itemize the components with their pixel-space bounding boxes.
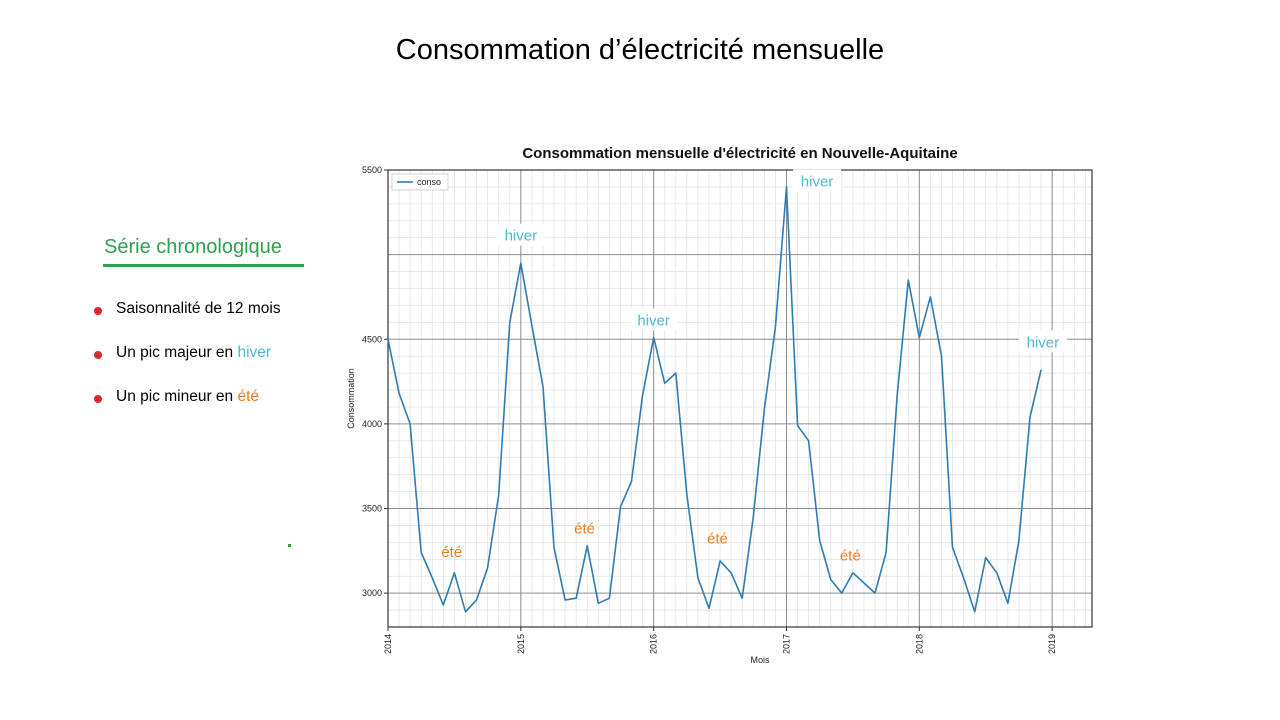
annotation-hiver: hiver	[1027, 334, 1060, 351]
y-tick-label: 3000	[362, 588, 382, 598]
y-axis-label: Consommation	[346, 368, 356, 429]
x-tick-label: 2017	[781, 634, 791, 654]
bullet-text: Saisonnalité de 12 mois	[116, 300, 281, 317]
annotation-ete: été	[574, 521, 595, 538]
annotation-hiver: hiver	[637, 312, 670, 329]
x-tick-label: 2018	[914, 634, 924, 654]
annotation-background	[1018, 330, 1067, 353]
y-tick-label: 4000	[362, 419, 382, 429]
x-tick-label: 2019	[1047, 634, 1057, 654]
annotation-hiver: hiver	[505, 228, 538, 245]
annotation-ete: été	[707, 531, 728, 548]
sidebar-heading: Série chronologique	[104, 236, 282, 258]
x-tick-label: 2016	[649, 634, 659, 654]
x-tick-label: 2014	[383, 634, 393, 654]
chart-title: Consommation mensuelle d'électricité en …	[522, 145, 957, 162]
bullet-minor-peak: Un pic mineur en été	[92, 388, 281, 432]
line-chart: 3000 3500 4000 4500 5500 2014 2015 2016 2017 2018…	[346, 145, 1093, 665]
annotation-background	[629, 308, 678, 331]
annotation-hiver: hiver	[801, 174, 834, 191]
legend-box	[391, 173, 449, 191]
x-tick-label: 2015	[516, 634, 526, 654]
bullet-dot-icon	[94, 307, 102, 315]
x-axis-label: Mois	[750, 655, 770, 665]
y-tick-label: 5500	[362, 165, 382, 175]
legend: conso	[391, 173, 449, 191]
bullet-dot-icon	[94, 395, 102, 403]
annotation-background	[496, 223, 545, 246]
legend-entry-conso: conso	[417, 177, 441, 187]
bullet-highlight-hiver: hiver	[237, 344, 272, 361]
bullet-seasonality: Saisonnalité de 12 mois	[92, 300, 281, 344]
decorative-mark	[288, 544, 291, 547]
bullet-text: Un pic mineur en	[116, 388, 238, 405]
sidebar-heading-underline	[103, 264, 304, 267]
bullet-dot-icon	[94, 351, 102, 359]
annotation-background	[793, 169, 842, 192]
bullet-list: Saisonnalité de 12 mois Un pic majeur en…	[92, 300, 281, 432]
bullet-highlight-ete: été	[237, 388, 260, 405]
plot-frame	[387, 169, 1093, 628]
annotation-ete: été	[840, 548, 861, 565]
slide-title: Consommation d’électricité mensuelle	[395, 34, 885, 66]
y-tick-label: 3500	[362, 504, 382, 514]
series-line-conso	[387, 186, 1042, 613]
bullet-text: Un pic majeur en	[116, 344, 238, 361]
annotation-ete: été	[441, 544, 462, 561]
bullet-major-peak: Un pic majeur en hiver	[92, 344, 281, 388]
y-tick-label: 4500	[362, 334, 382, 344]
